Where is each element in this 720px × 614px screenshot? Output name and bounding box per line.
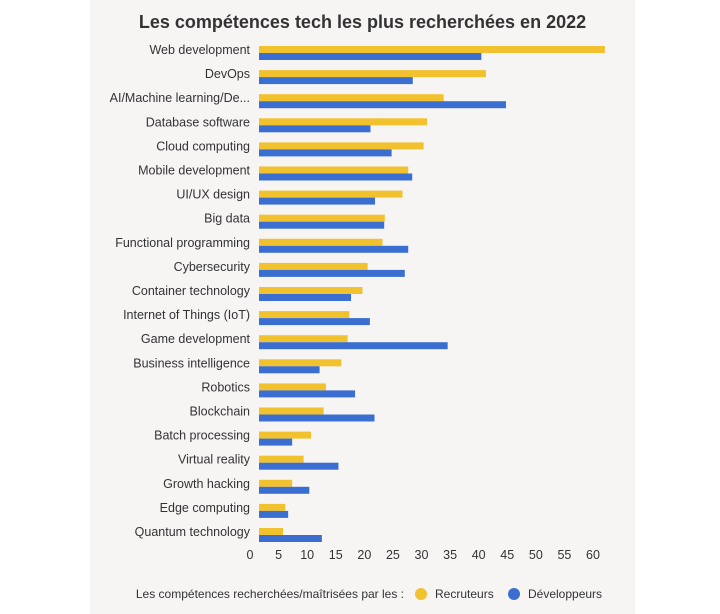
category-label: Robotics	[201, 380, 250, 394]
bar-recruteurs	[259, 455, 304, 463]
bar-developpeurs	[259, 149, 392, 157]
legend-label-recruteurs: Recruteurs	[435, 587, 494, 601]
bar-developpeurs	[259, 486, 310, 494]
bar-recruteurs	[259, 70, 486, 78]
bar-developpeurs	[259, 414, 375, 422]
bar-recruteurs	[259, 238, 383, 246]
bar-recruteurs	[259, 359, 342, 367]
bar-recruteurs	[259, 214, 385, 222]
category-label: Growth hacking	[163, 477, 250, 491]
bar-recruteurs	[259, 46, 605, 53]
bar-developpeurs	[259, 101, 506, 109]
bar-recruteurs	[259, 262, 368, 270]
bar-recruteurs	[259, 383, 326, 391]
x-tick-label: 5	[275, 548, 282, 562]
category-label: Quantum technology	[135, 525, 251, 539]
bar-recruteurs	[259, 335, 348, 343]
bar-developpeurs	[259, 221, 385, 229]
bar-developpeurs	[259, 53, 482, 60]
bar-developpeurs	[259, 462, 339, 470]
x-tick-label: 0	[247, 548, 254, 562]
category-label: Database software	[146, 115, 250, 129]
bar-recruteurs	[259, 528, 284, 535]
bar-recruteurs	[259, 287, 363, 294]
bar-developpeurs	[259, 366, 320, 374]
category-label: UI/UX design	[176, 188, 250, 202]
bar-recruteurs	[259, 142, 424, 150]
bar-recruteurs	[259, 431, 312, 439]
x-tick-label: 50	[529, 548, 543, 562]
category-label: Business intelligence	[133, 356, 250, 370]
category-label: Web development	[149, 43, 250, 57]
legend-prefix: Les compétences recherchées/maîtrisées p…	[136, 587, 404, 601]
bar-developpeurs	[259, 342, 448, 350]
x-tick-label: 45	[500, 548, 514, 562]
bar-recruteurs	[259, 166, 409, 174]
legend-marker-recruteurs	[415, 588, 427, 600]
bar-recruteurs	[259, 407, 324, 415]
bar-recruteurs	[259, 503, 286, 511]
x-tick-label: 60	[586, 548, 600, 562]
bar-recruteurs	[259, 94, 444, 102]
bar-recruteurs	[259, 118, 428, 126]
category-label: Functional programming	[115, 236, 250, 250]
bar-developpeurs	[259, 173, 413, 181]
bar-developpeurs	[259, 510, 289, 518]
category-label: Cybersecurity	[174, 260, 251, 274]
x-tick-label: 35	[443, 548, 457, 562]
bar-developpeurs	[259, 197, 376, 205]
legend-label-developpeurs: Développeurs	[528, 587, 602, 601]
category-label: Mobile development	[138, 164, 250, 178]
category-label: Edge computing	[160, 501, 250, 515]
bar-developpeurs	[259, 390, 356, 398]
x-tick-label: 25	[386, 548, 400, 562]
bar-developpeurs	[259, 77, 413, 85]
x-tick-label: 30	[415, 548, 429, 562]
x-tick-label: 20	[357, 548, 371, 562]
chart-title: Les compétences tech les plus recherchée…	[138, 12, 587, 32]
category-label: Container technology	[132, 284, 251, 298]
x-tick-label: 40	[472, 548, 486, 562]
bar-developpeurs	[259, 269, 405, 277]
bar-developpeurs	[259, 438, 293, 446]
bar-recruteurs	[259, 479, 293, 487]
category-label: DevOps	[205, 67, 250, 81]
category-label: Cloud computing	[156, 139, 250, 153]
category-label: Game development	[141, 332, 251, 346]
bar-developpeurs	[259, 318, 370, 326]
category-label: Batch processing	[154, 429, 250, 443]
legend-marker-developpeurs	[508, 588, 520, 600]
category-label: Virtual reality	[178, 453, 251, 467]
category-label: Big data	[204, 212, 250, 226]
bar-recruteurs	[259, 190, 403, 198]
x-tick-label: 55	[557, 548, 571, 562]
bar-developpeurs	[259, 294, 352, 301]
bar-developpeurs	[259, 245, 409, 253]
bar-recruteurs	[259, 311, 350, 319]
category-label: AI/Machine learning/De...	[110, 91, 250, 105]
category-label: Blockchain	[190, 405, 250, 419]
x-tick-label: 15	[329, 548, 343, 562]
category-label: Internet of Things (IoT)	[123, 308, 250, 322]
bar-developpeurs	[259, 125, 371, 133]
x-tick-label: 10	[300, 548, 314, 562]
bar-developpeurs	[259, 535, 322, 542]
